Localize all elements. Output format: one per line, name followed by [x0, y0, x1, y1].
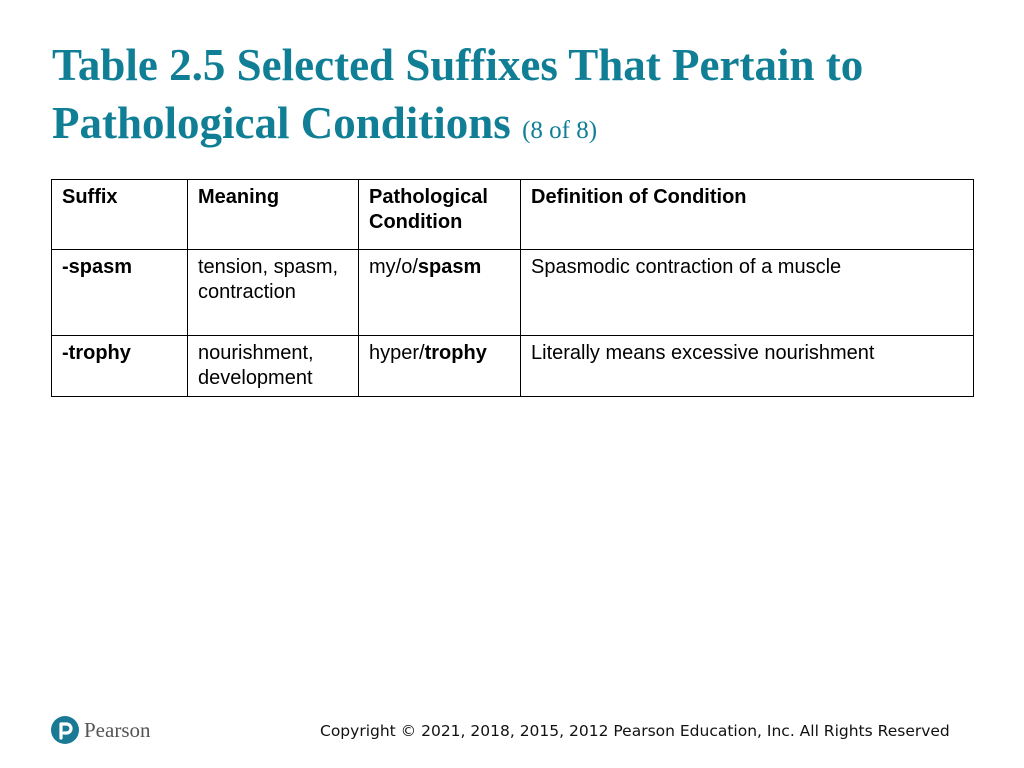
cell-suffix: -trophy [51, 335, 188, 397]
cell-pathological-condition: hyper/trophy [358, 335, 521, 397]
condition-suffix: trophy [424, 342, 487, 364]
header-definition: Definition of Condition [520, 179, 974, 250]
slide-title: Table 2.5 Selected Suffixes That Pertain… [52, 36, 992, 160]
cell-meaning: tension, spasm, contraction [187, 249, 359, 336]
pearson-p-logo-icon [51, 716, 79, 744]
condition-prefix: hyper/ [369, 342, 425, 364]
slide-title-text: Table 2.5 Selected Suffixes That Pertain… [52, 40, 864, 148]
condition-prefix: my/o/ [369, 256, 418, 278]
table-row: -trophy nourishment, development hyper/t… [51, 335, 974, 397]
table-row: -spasm tension, spasm, contraction my/o/… [51, 249, 974, 336]
cell-definition: Spasmodic contraction of a muscle [520, 249, 974, 336]
condition-suffix: spasm [417, 256, 482, 278]
slide-subtitle: (8 of 8) [522, 117, 598, 144]
header-suffix: Suffix [51, 179, 188, 250]
pearson-brand-name: Pearson [84, 717, 151, 742]
header-pathological-condition: Pathological Condition [358, 179, 521, 250]
cell-meaning: nourishment, development [187, 335, 359, 397]
table-header-row: Suffix Meaning Pathological Condition De… [51, 179, 974, 250]
cell-definition: Literally means excessive nourishment [520, 335, 974, 397]
cell-suffix: -spasm [51, 249, 188, 336]
suffix-table: Suffix Meaning Pathological Condition De… [51, 179, 974, 397]
cell-pathological-condition: my/o/spasm [358, 249, 521, 336]
header-meaning: Meaning [187, 179, 359, 250]
pearson-logo: Pearson [51, 714, 151, 746]
copyright-notice: Copyright © 2021, 2018, 2015, 2012 Pears… [320, 722, 950, 740]
